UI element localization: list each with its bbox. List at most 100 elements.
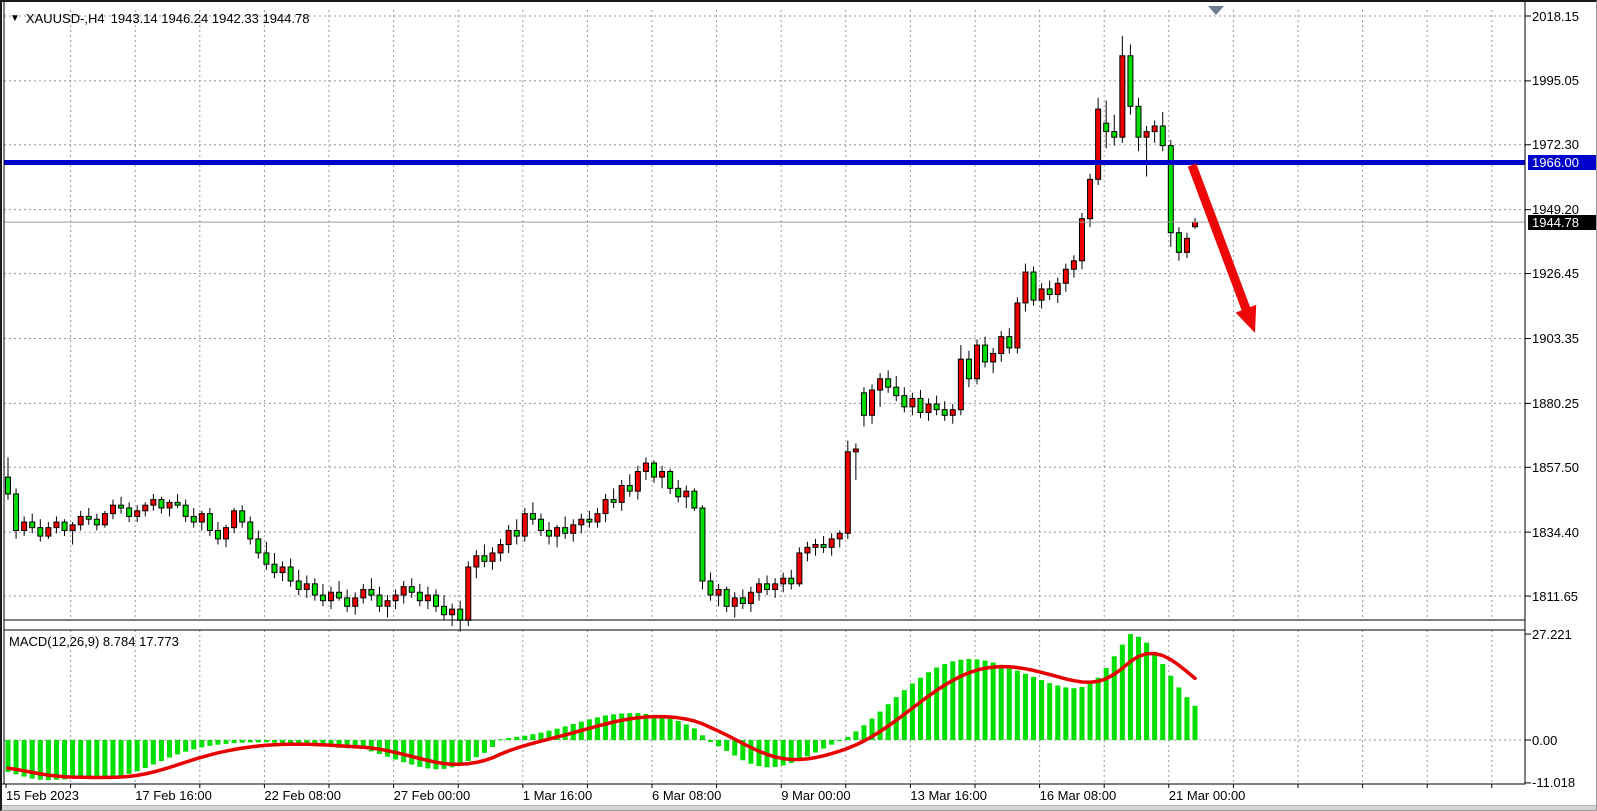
macd-histogram-bar xyxy=(465,740,471,762)
bear-candle xyxy=(158,499,165,509)
macd-histogram-bar xyxy=(86,740,92,778)
macd-histogram-bar xyxy=(1022,673,1028,740)
bull-candle xyxy=(877,378,884,391)
bull-candle xyxy=(731,597,738,607)
macd-histogram-bar xyxy=(134,740,140,772)
bear-candle xyxy=(29,521,36,529)
macd-histogram-bar xyxy=(1144,642,1150,740)
macd-histogram-bar xyxy=(699,735,705,740)
bull-candle xyxy=(198,513,205,523)
macd-histogram-bar xyxy=(239,740,245,743)
bear-candle xyxy=(13,493,20,531)
time-axis-label: 21 Mar 00:00 xyxy=(1168,788,1246,803)
macd-histogram-bar xyxy=(837,740,843,742)
bull-candle xyxy=(634,470,641,492)
macd-histogram-bar xyxy=(53,740,59,780)
bull-candle xyxy=(303,583,310,590)
macd-histogram-bar xyxy=(78,740,84,779)
bull-candle xyxy=(400,586,407,596)
macd-histogram-bar xyxy=(417,740,423,767)
bear-candle xyxy=(126,507,133,517)
bear-candle xyxy=(311,583,318,596)
bull-candle xyxy=(747,591,754,605)
macd-histogram-bar xyxy=(376,740,382,755)
bear-candle xyxy=(344,597,351,607)
price-axis-label: 1834.40 xyxy=(1532,524,1579,540)
bear-candle xyxy=(982,344,989,363)
macd-histogram-bar xyxy=(199,740,205,748)
bull-candle xyxy=(1119,55,1126,138)
bull-candle xyxy=(602,499,609,515)
bull-candle xyxy=(101,513,108,526)
bear-candle xyxy=(699,507,706,582)
symbol-dropdown-icon[interactable]: ▼ xyxy=(10,12,20,24)
macd-histogram-bar xyxy=(158,740,164,762)
bull-candle xyxy=(1022,271,1029,304)
time-axis-label: 22 Feb 08:00 xyxy=(264,788,342,803)
bear-candle xyxy=(408,586,415,593)
macd-histogram-bar xyxy=(659,716,665,740)
macd-histogram-bar xyxy=(288,740,294,744)
macd-histogram-bar xyxy=(1152,652,1158,740)
bear-candle xyxy=(271,563,278,574)
bear-candle xyxy=(319,594,326,602)
time-axis-label: 6 Mar 08:00 xyxy=(652,788,722,803)
trend-arrow-shaft[interactable] xyxy=(1187,163,1251,311)
bear-candle xyxy=(764,583,771,590)
macd-panel-border xyxy=(3,629,1526,785)
price-axis-label: 2018.15 xyxy=(1532,8,1579,24)
macd-histogram-bar xyxy=(1103,667,1109,740)
macd-histogram-bar xyxy=(643,713,649,740)
macd-histogram-bar xyxy=(1063,687,1069,740)
macd-histogram-bar xyxy=(296,740,302,744)
bull-candle xyxy=(570,524,577,534)
macd-histogram-bar xyxy=(1184,697,1190,740)
macd-histogram-bar xyxy=(385,740,391,757)
macd-histogram-bar xyxy=(909,683,915,740)
bear-candle xyxy=(376,594,383,607)
bear-candle xyxy=(37,527,44,537)
bull-candle xyxy=(869,389,876,416)
macd-histogram-bar xyxy=(360,740,366,749)
bear-candle xyxy=(287,566,294,582)
macd-histogram-bar xyxy=(554,728,560,740)
macd-histogram-bar xyxy=(1014,670,1020,740)
time-axis-label: 13 Mar 16:00 xyxy=(910,788,987,803)
symbol-period-label: XAUUSD-,H4 xyxy=(25,11,105,26)
chart-ohlc-header: ▼ XAUUSD-,H4 1943.14 1946.24 1942.33 194… xyxy=(10,11,309,26)
macd-histogram-bar xyxy=(352,740,358,749)
price-axis-label: 1972.30 xyxy=(1532,137,1579,153)
macd-histogram-bar xyxy=(401,740,407,763)
time-axis-label: 17 Feb 16:00 xyxy=(135,788,212,803)
macd-histogram-bar xyxy=(473,740,479,758)
bull-candle xyxy=(974,344,980,380)
macd-axis-label: -11.018 xyxy=(1532,775,1576,791)
macd-histogram-bar xyxy=(1111,656,1117,740)
bear-candle xyxy=(1127,55,1134,107)
bear-candle xyxy=(537,518,544,531)
bull-candle xyxy=(998,336,1005,355)
bull-candle xyxy=(852,448,859,453)
trend-arrow-head[interactable] xyxy=(1235,304,1257,333)
time-axis-label: 9 Mar 00:00 xyxy=(781,788,851,803)
bear-candle xyxy=(239,510,246,523)
bull-candle xyxy=(836,532,843,540)
bull-candle xyxy=(1038,288,1045,301)
macd-histogram-bar xyxy=(368,740,374,752)
macd-histogram-bar xyxy=(651,715,657,740)
macd-histogram-bar xyxy=(619,713,625,740)
macd-histogram-bar xyxy=(506,738,512,740)
macd-histogram-bar xyxy=(990,662,996,740)
bear-candle xyxy=(368,588,375,596)
bull-candle xyxy=(772,583,779,590)
bear-candle xyxy=(707,580,714,596)
bull-candle xyxy=(844,451,851,534)
bull-candle xyxy=(925,403,932,413)
bull-candle xyxy=(424,594,431,602)
price-axis-label: 1857.50 xyxy=(1532,459,1579,475)
macd-histogram-bar xyxy=(29,740,35,779)
bull-candle xyxy=(1192,221,1199,228)
bull-candle xyxy=(45,527,52,537)
bear-candle xyxy=(885,378,892,388)
